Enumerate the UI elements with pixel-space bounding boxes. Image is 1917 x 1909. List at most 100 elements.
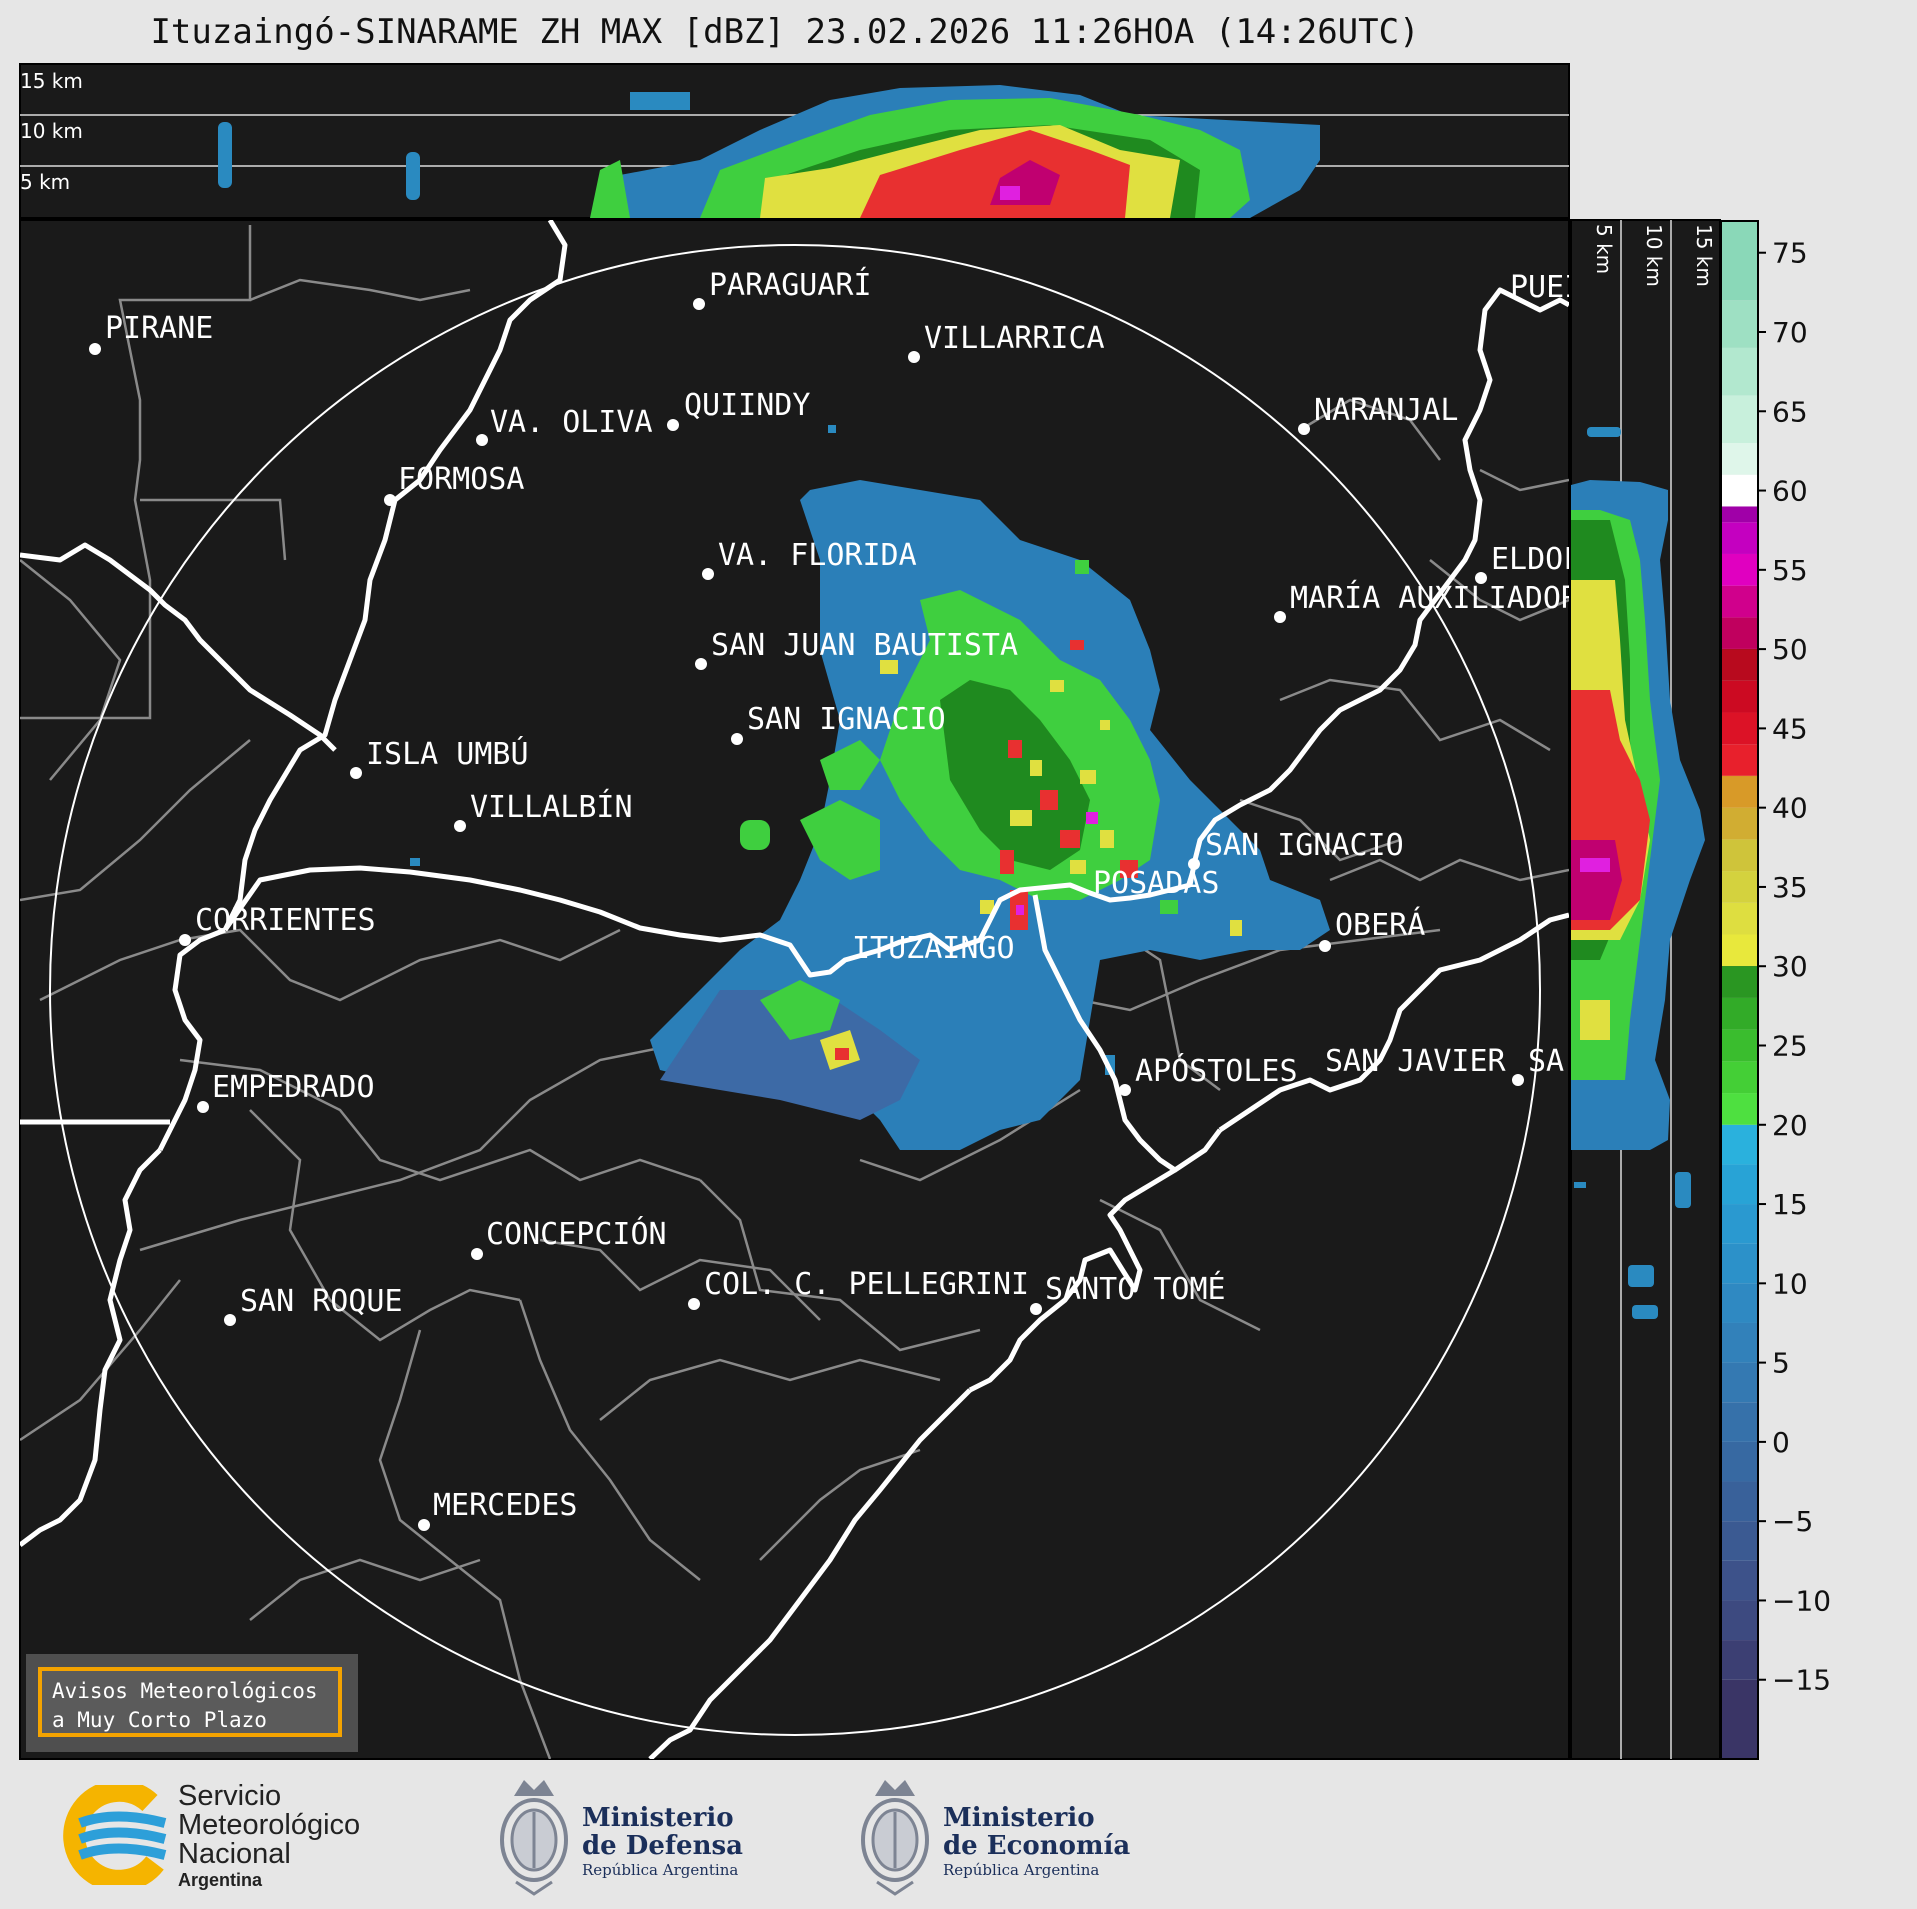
colorbar-step bbox=[1721, 839, 1758, 872]
colorbar-step bbox=[1721, 1243, 1758, 1284]
label-va-oliva: VA. OLIVA bbox=[490, 405, 653, 440]
colorbar-step bbox=[1721, 997, 1758, 1030]
rivers bbox=[20, 220, 1569, 1759]
label-empedrado: EMPEDRADO bbox=[212, 1070, 375, 1105]
colorbar-step bbox=[1721, 1093, 1758, 1125]
colorbar-step bbox=[1721, 1600, 1758, 1641]
defensa-logo-text: Ministerio de Defensa República Argentin… bbox=[582, 1803, 743, 1879]
colorbar-tick-label: 30 bbox=[1772, 950, 1808, 983]
top-alt-5: 5 km bbox=[20, 170, 70, 194]
aviso-line2: a Muy Corto Plazo bbox=[52, 1708, 267, 1732]
colorbar-step bbox=[1721, 1029, 1758, 1062]
map-title: Ituzaingó-SINARAME ZH MAX [dBZ] 23.02.20… bbox=[150, 12, 1420, 52]
label-villarrica: VILLARRICA bbox=[924, 321, 1105, 356]
colorbar-step bbox=[1721, 1481, 1758, 1522]
colorbar-step bbox=[1721, 775, 1758, 777]
aviso-box: Avisos Meteorológicos a Muy Corto Plazo bbox=[38, 1667, 342, 1737]
label-puei: PUEI bbox=[1510, 270, 1582, 305]
top-alt-10: 10 km bbox=[20, 119, 83, 143]
smn-logo-text: Servicio Meteorológico Nacional Argentin… bbox=[178, 1780, 361, 1891]
colorbar-step bbox=[1721, 1640, 1758, 1680]
colorbar-step bbox=[1721, 300, 1758, 348]
label-maria-auxiliador: MARÍA AUXILIADOR bbox=[1290, 580, 1580, 616]
aviso-line1: Avisos Meteorológicos bbox=[52, 1679, 318, 1703]
colorbar-step bbox=[1721, 680, 1758, 713]
colorbar-tick-label: 65 bbox=[1772, 395, 1808, 428]
colorbar-step bbox=[1721, 966, 1758, 967]
city-markers bbox=[89, 298, 1524, 1531]
colorbar-step bbox=[1721, 522, 1758, 554]
economia-shield-icon bbox=[861, 1780, 929, 1896]
label-posadas: POSADAS bbox=[1093, 866, 1219, 901]
colorbar-step bbox=[1721, 1560, 1758, 1601]
colorbar-tick-label: 55 bbox=[1772, 554, 1808, 587]
colorbar-tick-label: −5 bbox=[1772, 1505, 1813, 1538]
label-san-juan-bautista: SAN JUAN BAUTISTA bbox=[711, 628, 1018, 663]
colorbar-step bbox=[1721, 1061, 1758, 1094]
colorbar-tick-label: 10 bbox=[1772, 1267, 1808, 1300]
colorbar-step bbox=[1721, 775, 1758, 808]
top-profile-echoes bbox=[218, 85, 1320, 218]
colorbar-step bbox=[1721, 1204, 1758, 1244]
colorbar-step bbox=[1721, 506, 1758, 523]
colorbar-step bbox=[1721, 347, 1758, 396]
colorbar-tick-label: 60 bbox=[1772, 475, 1808, 508]
label-concepcion: CONCEPCIÓN bbox=[486, 1215, 667, 1252]
colorbar-tick-label: 40 bbox=[1772, 792, 1808, 825]
label-quiindy: QUIINDY bbox=[684, 388, 810, 423]
label-sa: SA bbox=[1528, 1044, 1564, 1079]
colorbar-tick-label: 35 bbox=[1772, 871, 1808, 904]
colorbar-step bbox=[1721, 1521, 1758, 1561]
colorbar-tick-label: 50 bbox=[1772, 633, 1808, 666]
colorbar-tick-label: 5 bbox=[1772, 1347, 1790, 1380]
colorbar-tick-label: 0 bbox=[1772, 1426, 1790, 1459]
label-col-pellegrini: COL. C. PELLEGRINI bbox=[704, 1267, 1029, 1302]
colorbar-step bbox=[1721, 442, 1758, 475]
label-santo-tome: SANTO TOMÉ bbox=[1045, 1271, 1226, 1307]
label-san-javier: SAN JAVIER bbox=[1325, 1044, 1507, 1079]
label-paraguari: PARAGUARÍ bbox=[709, 267, 872, 303]
radar-echoes bbox=[410, 425, 1330, 1150]
top-alt-15: 15 km bbox=[20, 69, 83, 93]
colorbar-step bbox=[1721, 1402, 1758, 1442]
colorbar-tick-label: −15 bbox=[1772, 1664, 1831, 1697]
colorbar-tick-label: 15 bbox=[1772, 1188, 1808, 1221]
label-va-florida: VA. FLORIDA bbox=[718, 538, 917, 573]
colorbar-step bbox=[1721, 1679, 1758, 1759]
range-ring bbox=[49, 244, 1541, 1736]
side-alt-15: 15 km bbox=[1692, 224, 1716, 287]
defensa-shield-icon bbox=[500, 1780, 568, 1896]
label-ituzaingo: ITUZAINGO bbox=[852, 931, 1015, 966]
colorbar-step bbox=[1721, 1283, 1758, 1323]
label-corrientes: CORRIENTES bbox=[195, 903, 376, 938]
colorbar-step bbox=[1721, 648, 1758, 650]
colorbar-tick-label: 45 bbox=[1772, 712, 1808, 745]
colorbar-step bbox=[1721, 553, 1758, 586]
label-pirane: PIRANE bbox=[105, 311, 213, 346]
label-mercedes: MERCEDES bbox=[433, 1488, 578, 1523]
colorbar-step bbox=[1721, 966, 1758, 998]
colorbar-step bbox=[1721, 1164, 1758, 1205]
label-obera: OBERÁ bbox=[1335, 907, 1425, 943]
side-profile-echoes bbox=[1571, 427, 1705, 1319]
label-eldof: ELDOF bbox=[1491, 542, 1581, 577]
smn-logo-icon bbox=[63, 1785, 167, 1885]
label-apostoles: APÓSTOLES bbox=[1135, 1052, 1298, 1089]
colorbar-step bbox=[1721, 934, 1758, 967]
label-isla-umbu: ISLA UMBÚ bbox=[366, 735, 529, 772]
label-san-ignacio-py: SAN IGNACIO bbox=[747, 702, 946, 737]
colorbar-step bbox=[1721, 395, 1758, 443]
label-villalbin: VILLALBÍN bbox=[470, 789, 633, 825]
colorbar-tick-label: 20 bbox=[1772, 1109, 1808, 1142]
colorbar-step bbox=[1721, 807, 1758, 840]
colorbar-step bbox=[1721, 1362, 1758, 1403]
colorbar-step bbox=[1721, 649, 1758, 681]
colorbar-tick-label: −10 bbox=[1772, 1584, 1831, 1617]
economia-logo-text: Ministerio de Economía República Argenti… bbox=[943, 1803, 1131, 1879]
colorbar-tick-label: 70 bbox=[1772, 316, 1808, 349]
label-san-ignacio-ar: SAN IGNACIO bbox=[1205, 828, 1404, 863]
colorbar-step bbox=[1721, 712, 1758, 745]
colorbar-step bbox=[1721, 221, 1758, 301]
